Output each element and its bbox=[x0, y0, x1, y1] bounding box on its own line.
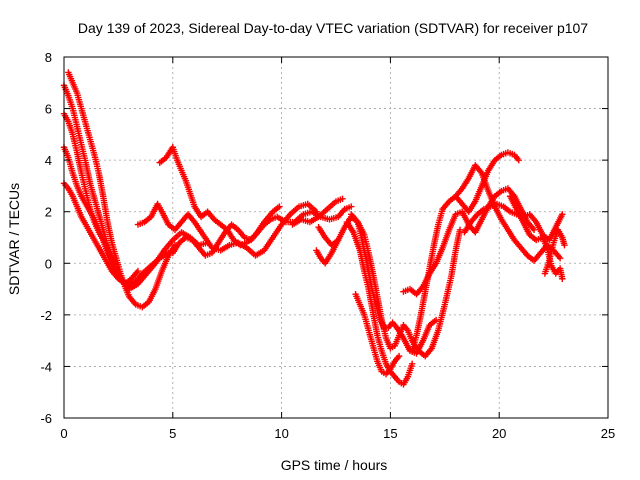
x-tick-label: 15 bbox=[383, 426, 397, 441]
y-tick-label: 2 bbox=[45, 205, 52, 220]
data-point bbox=[559, 275, 566, 282]
x-tick-label: 0 bbox=[60, 426, 67, 441]
series-track-r bbox=[461, 200, 566, 244]
data-series bbox=[60, 69, 568, 388]
series-track-k bbox=[313, 236, 342, 267]
y-tick-label: 8 bbox=[45, 50, 52, 65]
plot-frame bbox=[63, 56, 609, 419]
series-track-m bbox=[348, 211, 464, 360]
chart-title: Day 139 of 2023, Sidereal Day-to-day VTE… bbox=[78, 20, 588, 36]
data-point bbox=[348, 203, 355, 210]
data-point bbox=[395, 352, 403, 360]
series-track-f bbox=[134, 200, 320, 259]
data-point bbox=[408, 360, 416, 368]
y-tick-label: 0 bbox=[45, 256, 52, 271]
data-point bbox=[561, 242, 568, 249]
y-tick-label: 4 bbox=[45, 153, 52, 168]
series-track-p bbox=[408, 149, 522, 355]
data-point bbox=[141, 270, 148, 277]
series-track-b bbox=[65, 69, 179, 311]
data-point bbox=[559, 211, 566, 218]
y-axis-label: SDTVAR / TECUs bbox=[6, 183, 22, 295]
data-point bbox=[339, 195, 346, 203]
x-tick-label: 20 bbox=[492, 426, 506, 441]
series-track-h bbox=[169, 203, 355, 259]
data-point bbox=[276, 203, 283, 210]
series-track-t bbox=[541, 226, 568, 277]
y-tick-label: 6 bbox=[45, 102, 52, 117]
data-point bbox=[530, 226, 538, 233]
data-point bbox=[515, 156, 522, 164]
series-track-g bbox=[156, 144, 283, 249]
y-tick-label: -6 bbox=[40, 411, 52, 426]
data-point bbox=[134, 267, 142, 275]
y-tick-label: -2 bbox=[40, 308, 52, 323]
x-tick-label: 25 bbox=[601, 426, 615, 441]
x-tick-label: 5 bbox=[169, 426, 176, 441]
data-point bbox=[556, 254, 564, 262]
x-axis-label: GPS time / hours bbox=[281, 457, 388, 473]
x-tick-label: 10 bbox=[274, 426, 288, 441]
axes: 0 5 10 15 20 25 -6 -4 -2 0 2 4 6 8 bbox=[40, 50, 615, 441]
data-point bbox=[334, 236, 342, 244]
series-track-n bbox=[352, 291, 403, 378]
y-tick-label: -4 bbox=[40, 359, 52, 374]
series-track-i bbox=[289, 195, 346, 228]
data-point bbox=[456, 226, 464, 233]
